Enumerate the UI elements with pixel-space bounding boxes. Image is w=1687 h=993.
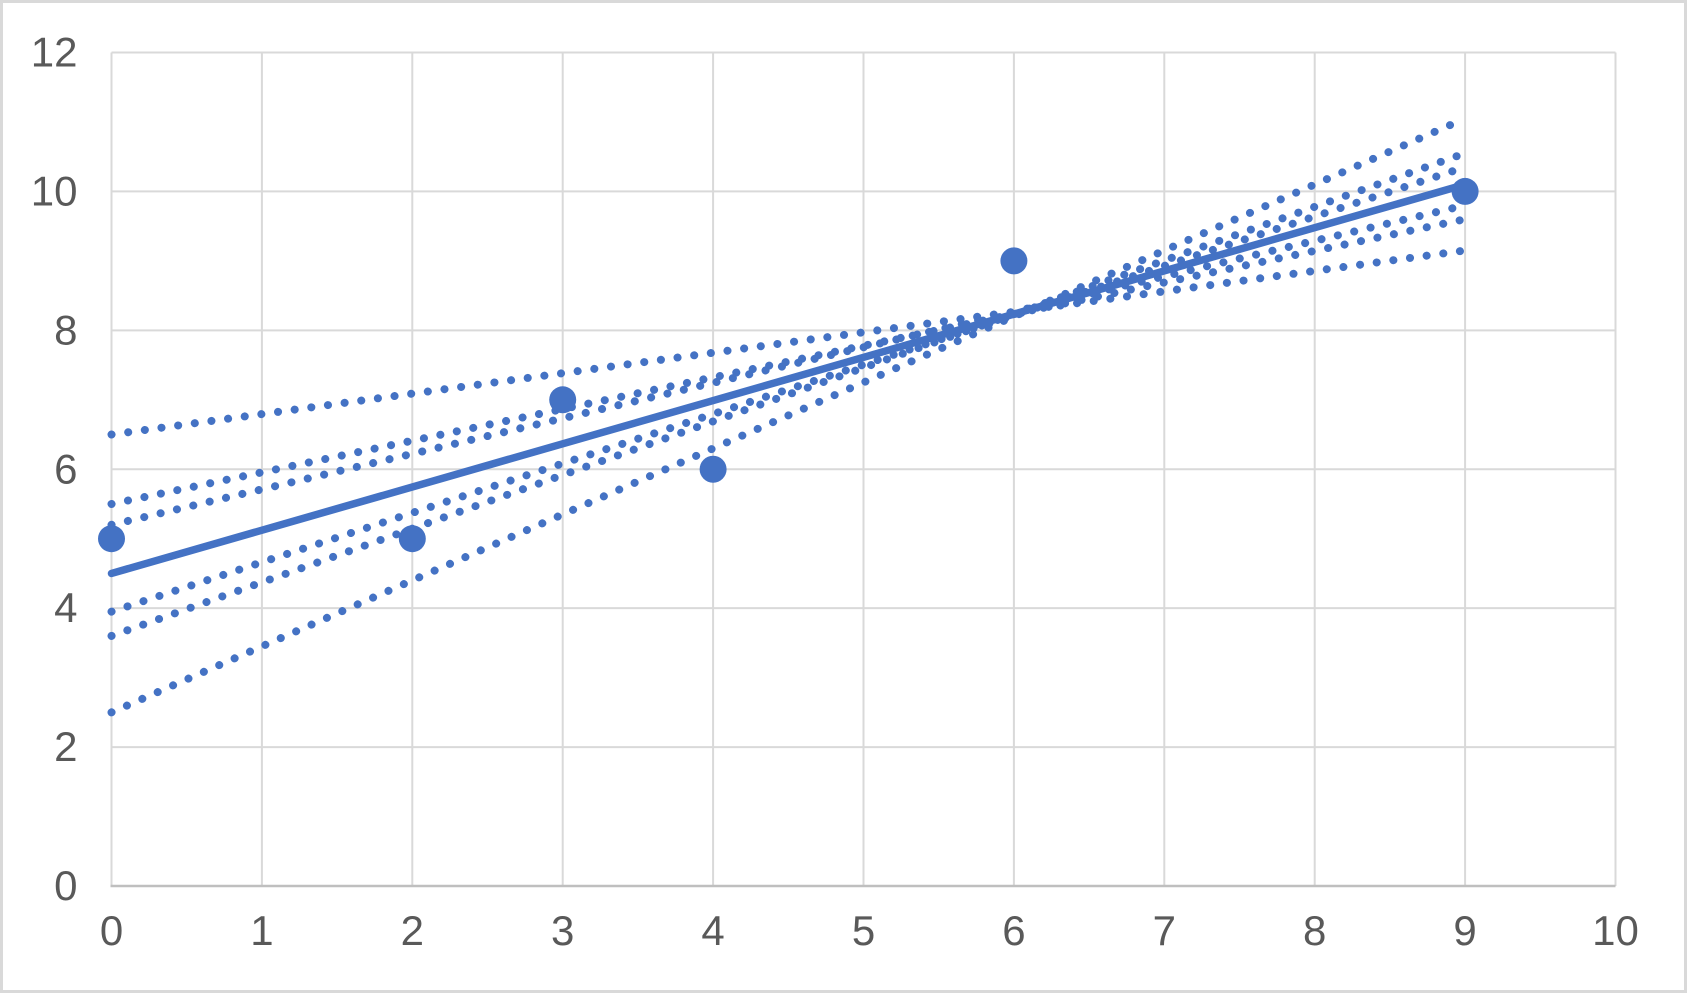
y-tick-label: 10 [31,167,78,214]
y-tick-label: 6 [54,445,77,492]
candidate-line-4 [107,163,1470,616]
x-tick-label: 8 [1303,907,1326,954]
x-tick-label: 9 [1453,907,1476,954]
candidate-line-5 [107,149,1470,640]
y-tick-label: 12 [31,29,78,76]
x-tick-label: 0 [100,907,123,954]
x-tick-label: 7 [1153,907,1176,954]
y-tick-label: 2 [54,723,77,770]
y-tick-label: 0 [54,862,77,909]
x-tick-label: 5 [852,907,875,954]
candidate-line-1 [107,246,1470,439]
best-fit-line [107,180,1469,578]
candidate-line-3 [107,201,1470,529]
candidate-line-6 [107,114,1470,717]
candidate-line-2 [107,215,1470,508]
x-tick-label: 6 [1002,907,1025,954]
data-point-marker [1000,247,1028,275]
x-tick-label: 4 [701,907,724,954]
data-point-marker [98,525,125,553]
x-tick-label: 3 [551,907,574,954]
x-tick-label: 1 [250,907,273,954]
data-point-marker [549,386,577,414]
x-tick-label: 2 [401,907,424,954]
data-point-marker [398,525,426,553]
x-tick-label: 10 [1592,907,1639,954]
data-point-marker [699,455,727,483]
y-tick-label: 4 [54,584,77,631]
y-tick-label: 8 [54,306,77,353]
data-point-marker [1451,177,1479,205]
